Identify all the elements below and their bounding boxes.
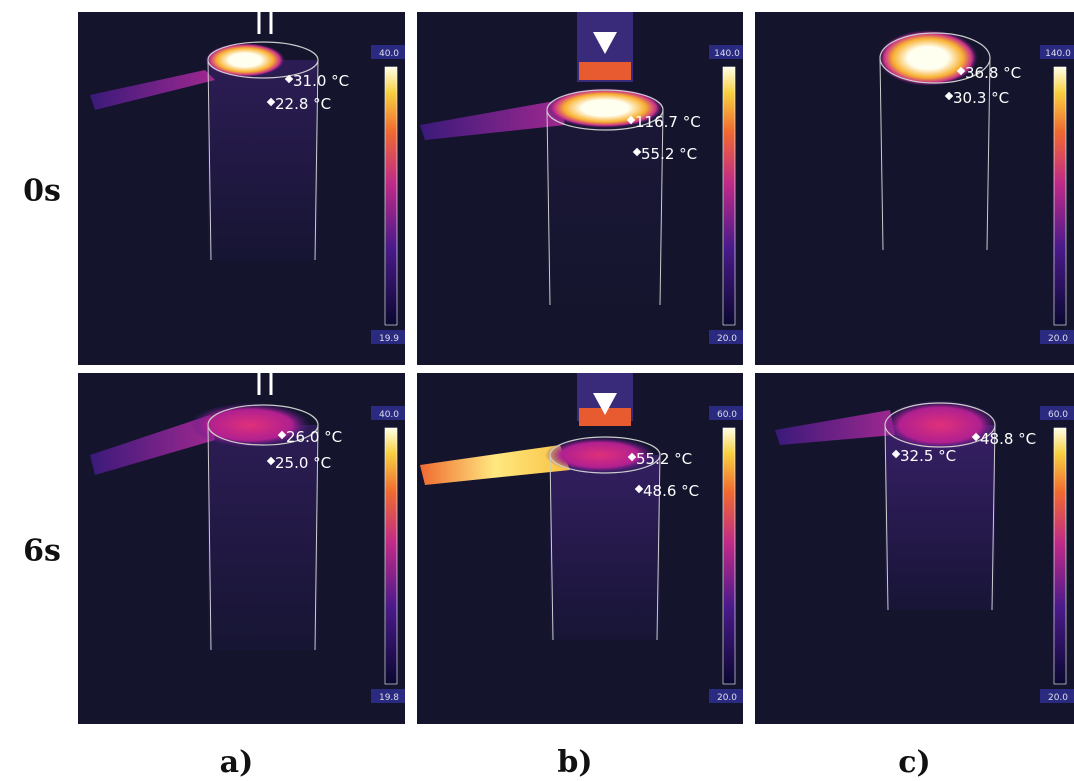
temperature-reading: 30.3 °C (953, 89, 1009, 107)
scale-min: 20.0 (1048, 693, 1068, 703)
temperature-reading: 55.2 °C (636, 450, 692, 468)
hot-spot (878, 30, 978, 86)
scale-min: 20.0 (1048, 334, 1068, 344)
temperature-reading: 31.0 °C (293, 72, 349, 90)
color-scale-bar (385, 67, 397, 325)
thermal-panel: 26.0 °C 25.0 °C 40.0 19.8 (78, 373, 405, 724)
temperature-reading: 32.5 °C (900, 447, 956, 465)
scale-max: 60.0 (717, 410, 737, 420)
row-label: 0s (23, 174, 61, 209)
thermal-panel: 36.8 °C 30.3 °C 140.0 20.0 (755, 12, 1074, 365)
scale-min: 19.9 (379, 334, 399, 344)
temperature-reading: 22.8 °C (275, 95, 331, 113)
color-scale-bar (1054, 67, 1066, 325)
thermal-panel: 55.2 °C 48.6 °C 60.0 20.0 (417, 373, 743, 724)
color-scale-bar (1054, 428, 1066, 684)
scale-min: 20.0 (717, 693, 737, 703)
nozzle-tip (579, 62, 631, 80)
row-label: 6s (23, 534, 61, 569)
cylinder-body (208, 60, 318, 260)
thermal-panel: 31.0 °C 22.8 °C 40.0 19.9 (78, 12, 405, 365)
thermal-panel: 32.5 °C 48.8 °C 60.0 20.0 (755, 373, 1074, 724)
temperature-reading: 25.0 °C (275, 454, 331, 472)
hot-spot (205, 43, 285, 77)
scale-min: 19.8 (379, 693, 399, 703)
color-scale-bar (723, 67, 735, 325)
temperature-reading: 26.0 °C (286, 428, 342, 446)
temperature-reading: 36.8 °C (965, 64, 1021, 82)
color-scale-bar (723, 428, 735, 684)
temperature-reading: 48.8 °C (980, 430, 1036, 448)
scale-max: 140.0 (1045, 49, 1071, 59)
column-label: c) (898, 745, 930, 780)
column-label: b) (557, 745, 592, 780)
temperature-reading: 116.7 °C (635, 113, 701, 131)
color-scale-bar (385, 428, 397, 684)
scale-max: 140.0 (714, 49, 740, 59)
thermal-panel: 116.7 °C 55.2 °C 140.0 20.0 (417, 12, 743, 365)
scale-max: 40.0 (379, 410, 399, 420)
column-label: a) (220, 745, 254, 780)
cylinder-body (547, 110, 663, 305)
temperature-reading: 55.2 °C (641, 145, 697, 163)
scale-min: 20.0 (717, 334, 737, 344)
scale-max: 40.0 (379, 49, 399, 59)
figure: 0s31.0 °C22.8 °C40.019.9116.7 °C55.2 °C1… (0, 0, 1074, 781)
scale-max: 60.0 (1048, 410, 1068, 420)
temperature-reading: 48.6 °C (643, 482, 699, 500)
